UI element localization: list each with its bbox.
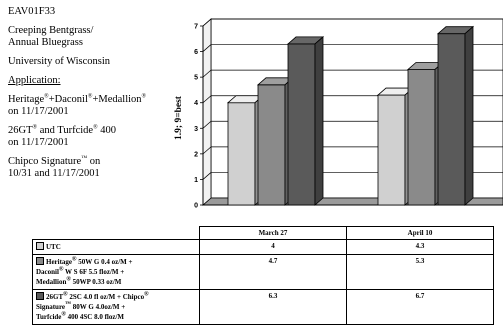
legend-header-row: March 27 April 10 (33, 226, 494, 240)
legend-table: March 27 April 10 UTC 4 4.3 Heritage® 50… (32, 226, 494, 325)
data-label: 4.3 (346, 239, 494, 255)
data-label: 6.3 (199, 289, 347, 325)
legend-row-26gt: 26GT® 2SC 4.0 fl oz/M + Chipco® Signatur… (32, 289, 494, 325)
crop: Creeping Bentgrass/ Annual Bluegrass (8, 25, 204, 49)
gridline (202, 121, 212, 129)
application-1: Heritage®+Daconil®+Medallion® on 11/17/2… (8, 93, 147, 118)
y-tick-label: 0 (194, 203, 198, 210)
data-label: 4.7 (199, 254, 347, 290)
swatch-26gt (36, 292, 44, 300)
gridline (202, 172, 212, 180)
gridline (202, 95, 212, 103)
bar-side (314, 36, 324, 206)
gridline (202, 44, 212, 52)
y-tick-label: 1 (194, 177, 198, 184)
bar-front (407, 69, 436, 206)
legend-row-utc: UTC 4 4.3 (32, 239, 494, 255)
data-label: 4 (199, 239, 347, 255)
bar-front (437, 33, 466, 206)
chart-bars (226, 25, 475, 206)
category-label-0: March 27 (199, 226, 347, 240)
y-tick-label: 4 (194, 100, 198, 107)
legend-corner (33, 227, 200, 240)
legend-row-heritage: Heritage® 50W G 0.4 oz/M + Daconil® W S … (32, 254, 494, 290)
y-tick-label: 5 (194, 75, 198, 82)
bar-front (257, 84, 286, 206)
legend-entry-26gt: 26GT® 2SC 4.0 fl oz/M + Chipco® Signatur… (32, 289, 200, 325)
category-label-1: April 10 (346, 226, 494, 240)
swatch-heritage (36, 257, 44, 265)
y-tick-label: 3 (194, 126, 198, 133)
gridline (202, 69, 212, 78)
bar-front (227, 102, 256, 206)
swatch-utc (36, 242, 44, 250)
chart-side-wall (202, 18, 212, 206)
bar-front (377, 94, 406, 206)
institution: University of Wisconsin (8, 56, 111, 67)
application-3: Chipco Signature™ on 10/31 and 11/17/200… (8, 155, 101, 180)
legend-entry-heritage: Heritage® 50W G 0.4 oz/M + Daconil® W S … (32, 254, 200, 290)
y-tick-label: 2 (194, 151, 198, 158)
bar (406, 61, 445, 206)
bar-front (287, 43, 316, 206)
application-label: Application: (8, 75, 61, 86)
trial-info: EAV01F33 Creeping Bentgrass/ Annual Blue… (8, 6, 204, 187)
application-2: 26GT® and Turfcide® 400 on 11/17/2001 (8, 124, 116, 149)
crop-line-1: Creeping Bentgrass/ (8, 25, 94, 36)
y-tick-label: 6 (194, 49, 198, 56)
data-label: 5.3 (346, 254, 494, 290)
y-axis-label: 1.9; 9=best (174, 95, 184, 140)
bar (286, 36, 325, 206)
bar (436, 25, 475, 206)
bar-side (464, 25, 474, 206)
trial-id: EAV01F33 (8, 6, 56, 17)
gridline (202, 146, 212, 155)
gridline (202, 18, 212, 27)
crop-line-2: Annual Bluegrass (8, 37, 83, 48)
y-tick-label: 7 (194, 24, 198, 31)
data-label: 6.7 (346, 289, 494, 325)
legend-entry-utc: UTC (32, 239, 200, 255)
